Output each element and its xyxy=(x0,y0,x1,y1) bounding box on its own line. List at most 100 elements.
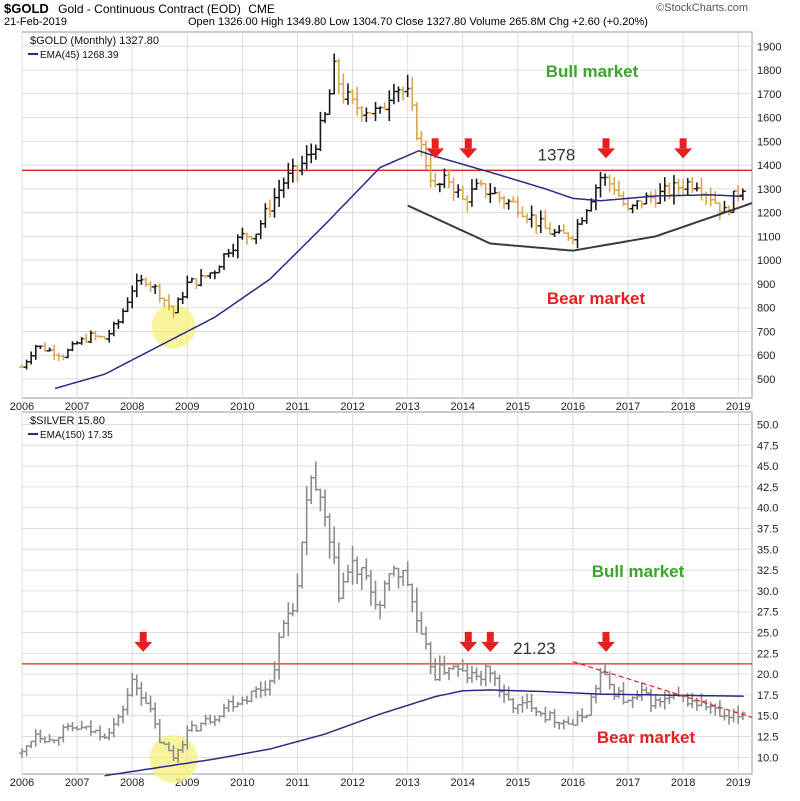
descending-trendline xyxy=(572,661,753,718)
red-arrow-icon xyxy=(481,631,500,652)
chart-header-line1: $GOLD Gold - Continuous Contract (EOD) C… xyxy=(4,1,275,16)
y-tick-label: 30.0 xyxy=(757,586,778,598)
y-tick-label: 1400 xyxy=(757,160,781,172)
y-tick-label: 15.0 xyxy=(757,711,778,723)
ema-line xyxy=(54,149,744,390)
red-arrow-icon xyxy=(597,138,615,159)
x-tick-label: 2018 xyxy=(671,777,695,789)
x-tick-label: 2016 xyxy=(561,777,585,789)
arrow-shaft xyxy=(431,138,439,149)
arrow-head xyxy=(597,641,615,652)
arrow-head xyxy=(426,148,445,159)
legend-series: $SILVER 15.80 xyxy=(30,415,105,427)
y-tick-label: 1000 xyxy=(757,255,781,267)
arrow-shaft xyxy=(602,631,610,642)
arrow-head xyxy=(674,148,693,159)
x-tick-label: 2011 xyxy=(286,777,310,789)
red-arrow-icon xyxy=(134,631,153,652)
y-tick-label: 47.5 xyxy=(757,440,778,452)
watermark: ©StockCharts.com xyxy=(656,2,748,14)
legend-ema: EMA(150) 17.35 xyxy=(40,430,113,441)
legend-series: $GOLD (Monthly) 1327.80 xyxy=(30,35,159,47)
symbol-label: $GOLD xyxy=(4,1,49,16)
y-tick-label: 42.5 xyxy=(757,482,778,494)
resistance-label: 21.23 xyxy=(513,639,556,658)
red-arrow-icon xyxy=(597,631,615,652)
x-tick-label: 2010 xyxy=(230,777,254,789)
y-tick-label: 500 xyxy=(757,374,775,386)
legend-ema: EMA(45) 1268.39 xyxy=(40,50,119,61)
arrow-shaft xyxy=(139,631,147,642)
y-tick-label: 25.0 xyxy=(757,628,778,640)
x-tick-label: 2015 xyxy=(506,401,530,413)
x-tick-label: 2014 xyxy=(451,401,475,413)
arrow-shaft xyxy=(679,138,687,149)
y-tick-label: 600 xyxy=(757,350,775,362)
red-arrow-icon xyxy=(459,138,478,159)
y-tick-label: 37.5 xyxy=(757,524,778,536)
arrow-head xyxy=(481,641,500,652)
date-label: 21-Feb-2019 xyxy=(4,16,67,28)
x-tick-label: 2013 xyxy=(395,777,419,789)
x-tick-label: 2009 xyxy=(175,401,199,413)
arrow-head xyxy=(459,148,478,159)
y-tick-label: 1500 xyxy=(757,136,781,148)
y-tick-label: 40.0 xyxy=(757,503,778,515)
y-tick-label: 1600 xyxy=(757,113,781,125)
x-tick-label: 2018 xyxy=(671,401,695,413)
x-tick-label: 2012 xyxy=(340,401,364,413)
y-tick-label: 1300 xyxy=(757,184,781,196)
x-tick-label: 2006 xyxy=(10,401,34,413)
y-tick-label: 22.5 xyxy=(757,648,778,660)
bull-market-label: Bull market xyxy=(592,562,685,581)
y-tick-label: 800 xyxy=(757,303,775,315)
y-tick-label: 1800 xyxy=(757,65,781,77)
x-tick-label: 2011 xyxy=(286,401,310,413)
ema-line xyxy=(104,689,744,777)
arrow-head xyxy=(134,641,153,652)
exchange-label: CME xyxy=(248,2,275,16)
x-tick-label: 2017 xyxy=(616,401,640,413)
x-tick-label: 2017 xyxy=(616,777,640,789)
highlight-circle xyxy=(151,304,196,349)
y-tick-label: 32.5 xyxy=(757,565,778,577)
plot-frame-1 xyxy=(21,411,753,775)
x-tick-label: 2016 xyxy=(561,401,585,413)
x-tick-label: 2010 xyxy=(230,401,254,413)
x-tick-label: 2013 xyxy=(395,401,419,413)
y-tick-label: 12.5 xyxy=(757,732,778,744)
x-tick-label: 2008 xyxy=(120,401,144,413)
y-tick-label: 20.0 xyxy=(757,669,778,681)
red-arrow-icon xyxy=(426,138,445,159)
y-tick-label: 45.0 xyxy=(757,461,778,473)
x-tick-label: 2015 xyxy=(506,777,530,789)
x-tick-label: 2007 xyxy=(65,777,89,789)
x-tick-label: 2019 xyxy=(726,777,750,789)
y-tick-label: 1900 xyxy=(757,41,781,53)
x-tick-label: 2006 xyxy=(10,777,34,789)
y-tick-label: 17.5 xyxy=(757,690,778,702)
description-label: Gold - Continuous Contract (EOD) xyxy=(58,2,241,16)
arrow-shaft xyxy=(602,138,610,149)
plot-frame-0 xyxy=(21,31,753,399)
red-arrow-icon xyxy=(459,631,478,652)
x-tick-label: 2014 xyxy=(451,777,475,789)
y-tick-label: 27.5 xyxy=(757,607,778,619)
arrow-shaft xyxy=(464,631,472,642)
bear-market-label: Bear market xyxy=(547,289,646,308)
y-tick-label: 1200 xyxy=(757,208,781,220)
x-tick-label: 2008 xyxy=(120,777,144,789)
arrow-shaft xyxy=(464,138,472,149)
y-tick-label: 1700 xyxy=(757,89,781,101)
y-tick-label: 700 xyxy=(757,326,775,338)
arrow-head xyxy=(597,148,615,159)
y-tick-label: 900 xyxy=(757,279,775,291)
arrow-head xyxy=(459,641,478,652)
x-tick-label: 2007 xyxy=(65,401,89,413)
y-tick-label: 50.0 xyxy=(757,419,778,431)
bull-market-label: Bull market xyxy=(546,62,639,81)
x-tick-label: 2019 xyxy=(726,401,750,413)
x-tick-label: 2012 xyxy=(340,777,364,789)
